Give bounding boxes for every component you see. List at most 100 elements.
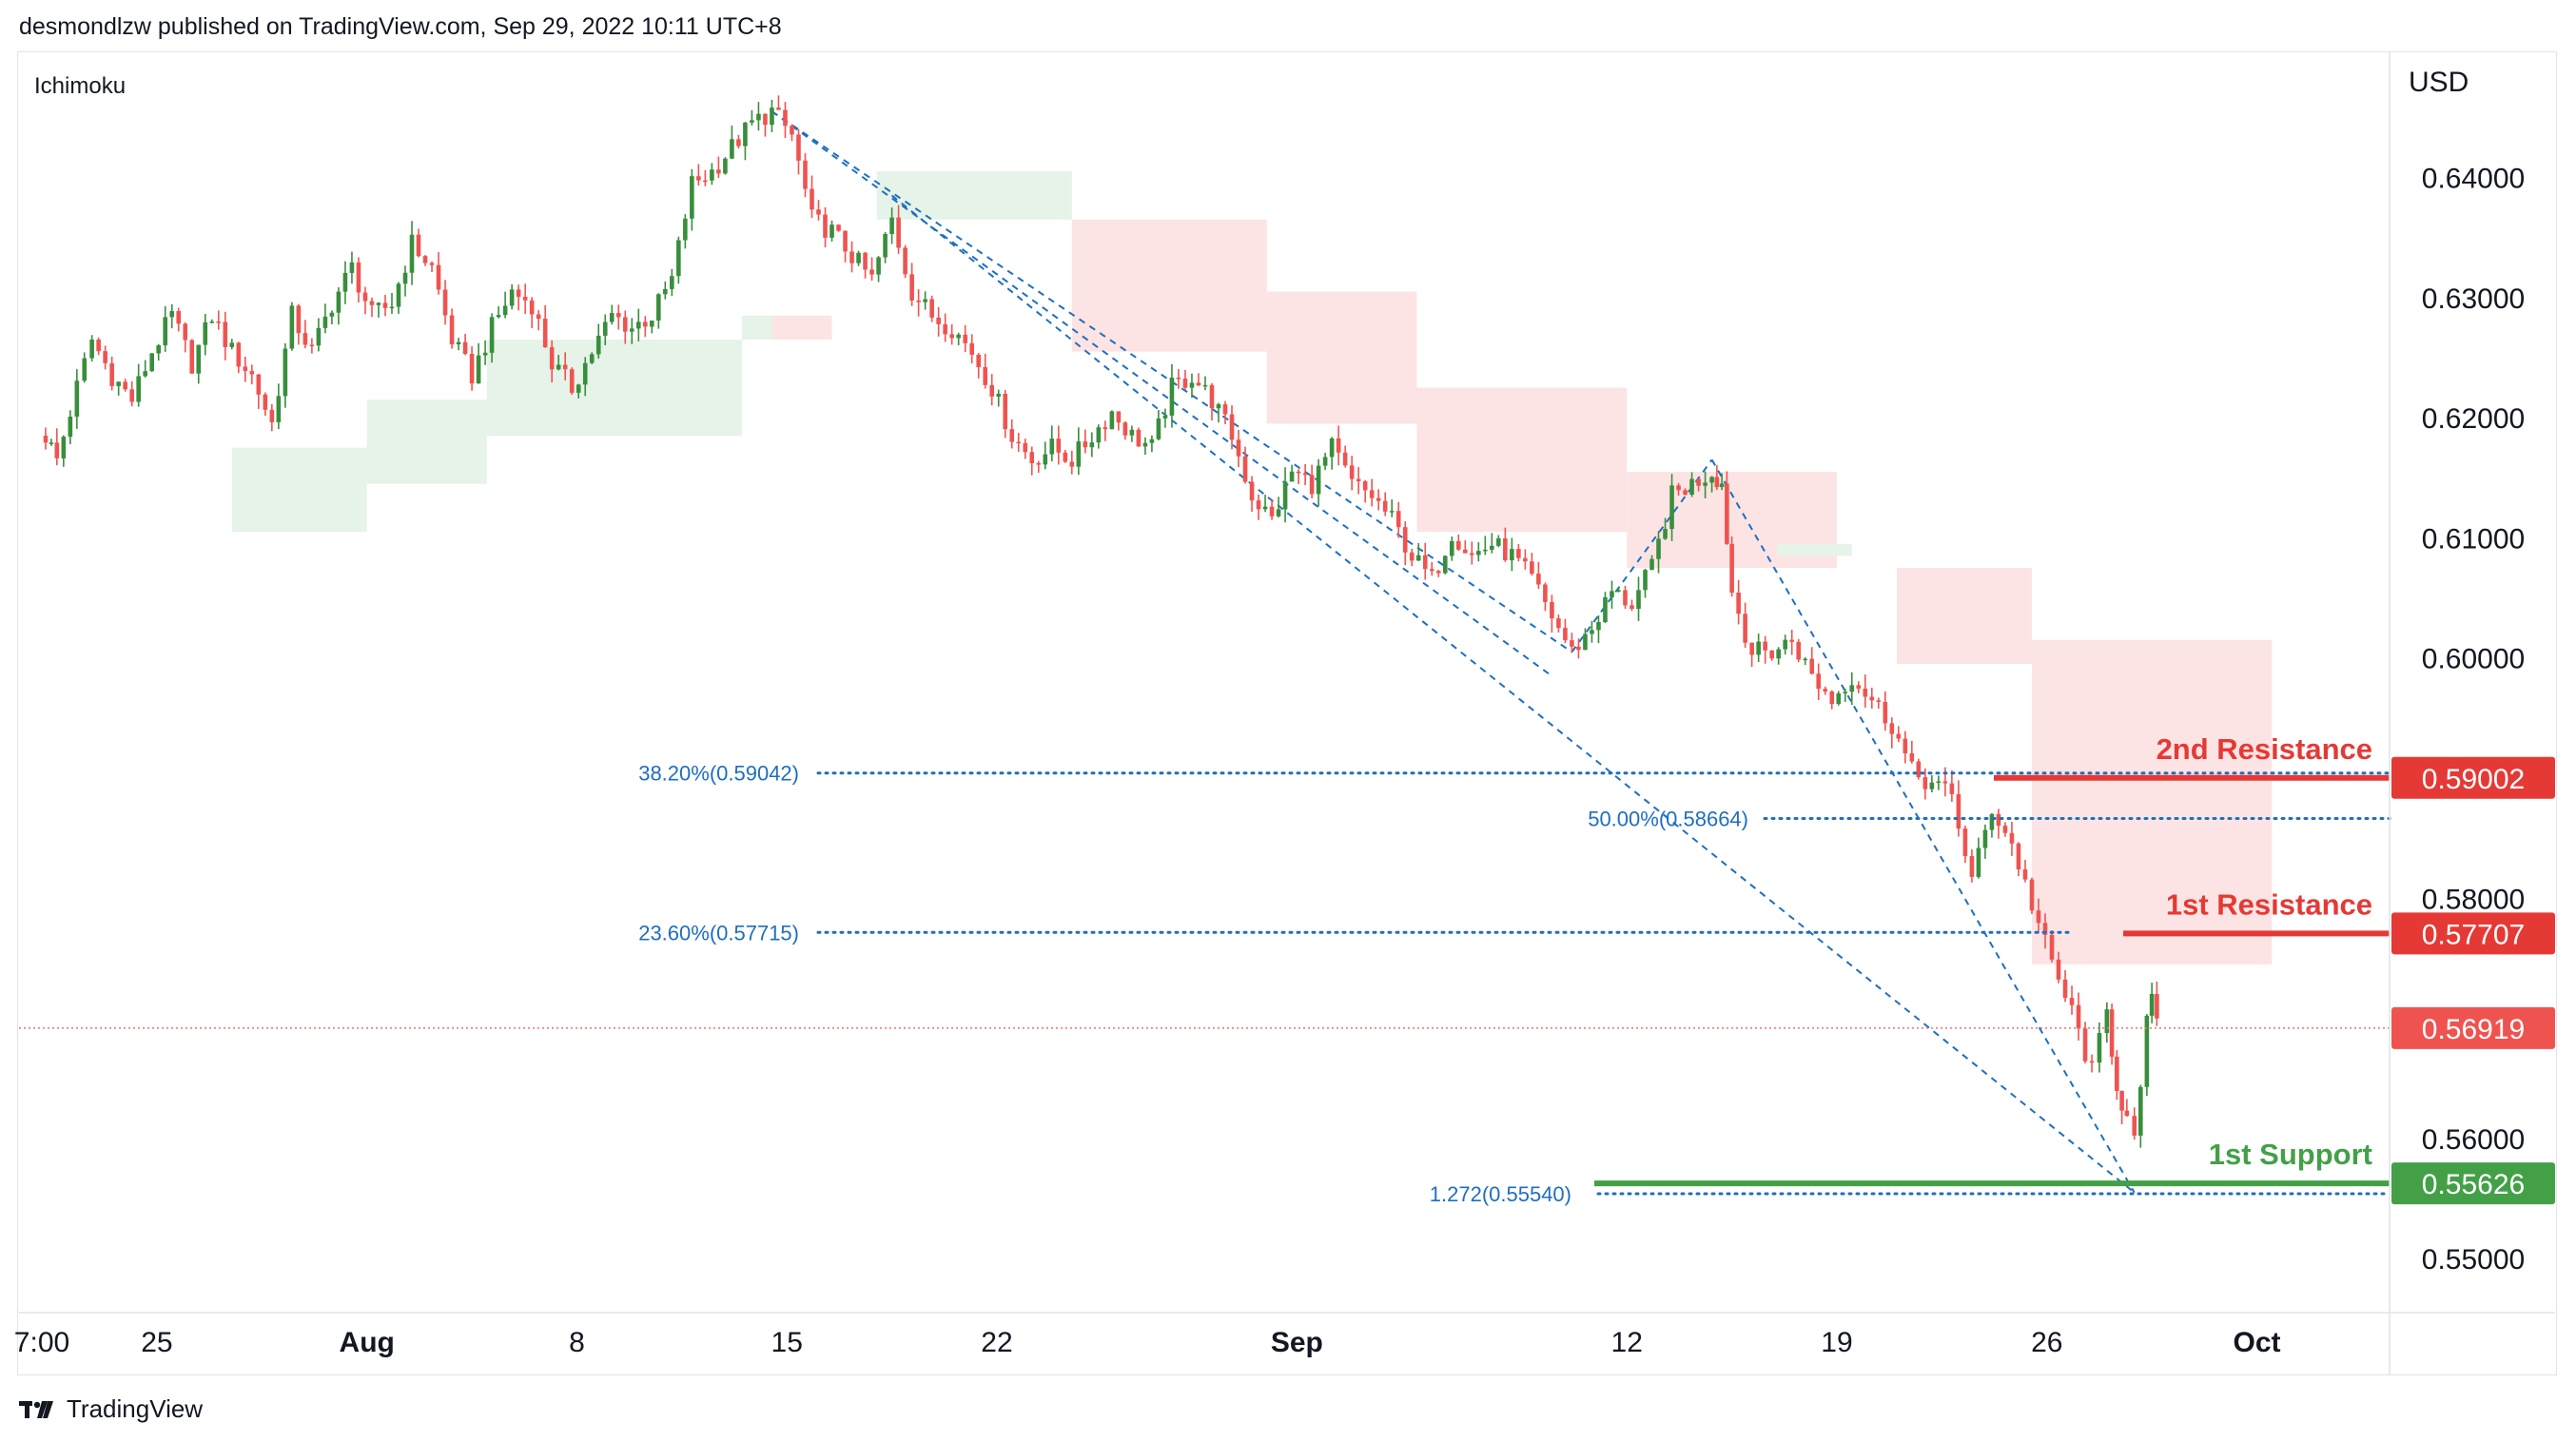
price-tick-label: 0.62000: [2422, 403, 2525, 435]
level-price-badge: 0.55626: [2391, 1162, 2555, 1205]
candle-body: [1276, 509, 1281, 516]
candle-body: [1369, 490, 1375, 498]
level-label: 1st Support: [2209, 1138, 2372, 1171]
candle-body: [696, 176, 701, 181]
candle-body: [1136, 429, 1142, 447]
candlesticks: [43, 95, 2159, 1148]
candle-body: [1409, 552, 1415, 561]
candle-body: [436, 264, 441, 290]
candle-body: [309, 344, 315, 346]
fib-level-label: 38.20%(0.59042): [638, 762, 799, 786]
candle-body: [1756, 641, 1761, 655]
candle-body: [1149, 438, 1155, 443]
candle-body: [595, 335, 601, 355]
candle-body: [763, 113, 768, 126]
candle-body: [1863, 688, 1868, 697]
axes: 0.64000 0.63000 0.62000 0.61000 0.60000 0.580…: [14, 51, 2555, 1375]
candle-body: [1329, 438, 1335, 458]
candle-body: [556, 364, 561, 370]
candle-body: [143, 371, 147, 377]
candle-body: [1262, 506, 1268, 510]
candle-body: [1703, 482, 1708, 486]
candle-body: [549, 347, 555, 370]
candle-body: [635, 322, 641, 329]
level-price-badge: 0.59002: [2391, 756, 2555, 799]
candle-body: [2082, 1028, 2088, 1062]
candle-body: [2155, 993, 2159, 1019]
candle-body: [1523, 557, 1528, 562]
candle-body: [342, 272, 348, 292]
level-price-badge-text: 0.59002: [2422, 764, 2525, 795]
candle-body: [1922, 777, 1928, 789]
candle-body: [516, 289, 521, 297]
fibonacci-levels: 38.20%(0.59042) 50.00%(0.58664) 23.60%(0.5…: [638, 762, 2391, 1206]
candle-body: [810, 188, 814, 210]
candle-body: [1696, 478, 1701, 486]
candle-body: [169, 311, 175, 318]
candle-body: [796, 134, 801, 161]
candle-body: [1729, 543, 1734, 594]
candle-body: [376, 302, 381, 305]
candle-body: [836, 224, 841, 231]
candle-body: [2049, 934, 2055, 960]
candle-body: [1749, 642, 1754, 655]
candle-body: [123, 381, 127, 390]
candle-body: [209, 322, 215, 323]
candle-body: [1510, 549, 1514, 561]
candle-body: [1550, 601, 1554, 619]
candle-body: [963, 334, 967, 343]
candle-body: [1109, 411, 1115, 430]
candle-body: [690, 176, 694, 219]
candle-body: [1056, 438, 1062, 453]
candle-body: [1636, 590, 1641, 610]
candle-body: [1989, 813, 1995, 830]
cloud-segment: [771, 315, 832, 341]
candle-body: [1083, 441, 1088, 448]
candle-body: [589, 354, 595, 363]
candle-body: [923, 299, 927, 302]
candle-body: [1116, 411, 1122, 423]
candle-body: [1683, 490, 1688, 496]
candle-body: [96, 340, 101, 352]
candle-body: [1202, 384, 1208, 387]
candle-body: [1402, 527, 1408, 553]
candle-body: [1076, 441, 1082, 467]
candle-body: [449, 315, 455, 345]
candle-body: [129, 389, 134, 402]
candle-body: [1376, 497, 1381, 501]
candle-body: [1536, 574, 1541, 585]
candle-body: [2149, 993, 2155, 1016]
candle-body: [1322, 457, 1328, 466]
candle-body: [489, 317, 495, 353]
fib-level-label: 1.272(0.55540): [1430, 1182, 1571, 1206]
candle-body: [1189, 382, 1195, 388]
level-price-badge-bg: [2391, 756, 2555, 799]
candle-body: [2036, 910, 2041, 924]
candle-body: [196, 344, 202, 374]
footer: TradingView: [19, 1394, 203, 1424]
candle-body: [1576, 646, 1581, 651]
time-tick-label: 25: [141, 1327, 172, 1358]
candle-body: [2119, 1091, 2124, 1111]
time-tick-label: 15: [771, 1327, 803, 1358]
candle-body: [61, 437, 67, 458]
candle-body: [1583, 633, 1588, 651]
candle-body: [2016, 843, 2021, 869]
candle-body: [1663, 529, 1668, 539]
candle-body: [74, 380, 80, 418]
level-label: 1st Resistance: [2166, 887, 2372, 921]
tradingview-logo-icon: [19, 1400, 53, 1418]
price-tick-label: 0.64000: [2422, 164, 2525, 195]
level-price-badge-bg: [2391, 912, 2555, 955]
cloud-segment: [486, 340, 742, 437]
candle-body: [943, 323, 947, 335]
candle-body: [803, 160, 808, 189]
candle-body: [43, 436, 49, 443]
candle-body: [1656, 538, 1661, 559]
candle-body: [263, 394, 268, 410]
candle-body: [469, 353, 475, 384]
candle-body: [68, 417, 73, 438]
candle-body: [243, 366, 248, 372]
candle-body: [903, 247, 907, 275]
